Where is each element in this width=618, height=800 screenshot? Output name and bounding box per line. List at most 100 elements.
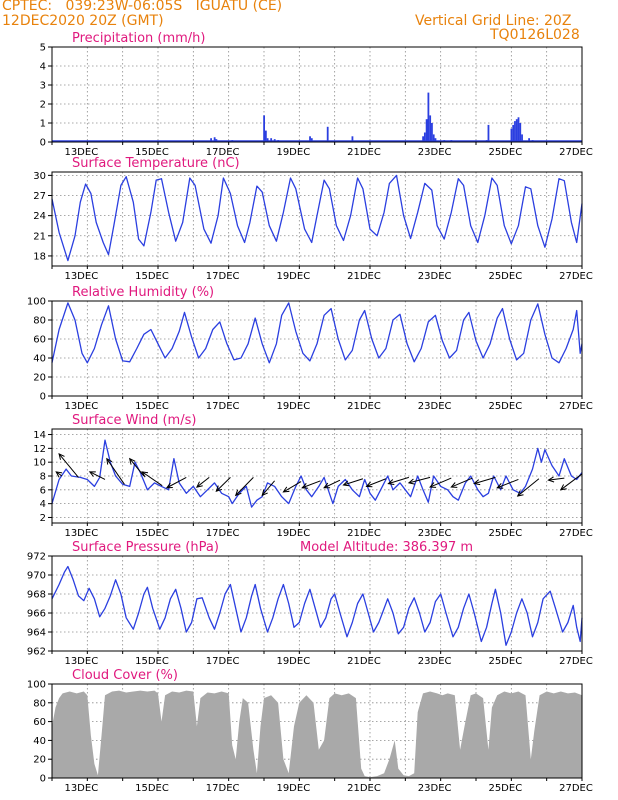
- precip-ytick-label: 0: [40, 138, 46, 149]
- precip-xtick-label: 25DEC: [488, 147, 522, 158]
- pressure-xtick-label: 21DEC: [347, 656, 381, 667]
- pressure-xtick-label: 15DEC: [135, 656, 169, 667]
- precip-ytick-label: 4: [40, 62, 46, 73]
- precip-ytick-label: 1: [40, 119, 46, 130]
- pressure-frame: [51, 555, 583, 652]
- rh-xtick-label: 21DEC: [347, 401, 381, 412]
- temp-ytick-label: 27: [33, 191, 46, 202]
- wind-xtick-label: 17DEC: [206, 528, 240, 539]
- wind-arrow: [215, 477, 231, 492]
- rh-xtick-label: 27DEC: [559, 401, 593, 412]
- precip-xtick-label: 21DEC: [347, 147, 381, 158]
- wind-ytick-label: 14: [33, 430, 46, 441]
- wind-xtick-label: 25DEC: [488, 528, 522, 539]
- precip-bar: [351, 136, 354, 142]
- wind-arrow-head: [387, 479, 395, 485]
- wind-arrow: [261, 480, 275, 496]
- pressure-xtick-label: 17DEC: [206, 656, 240, 667]
- precip-ytick-label: 3: [40, 81, 46, 92]
- precip-xtick-label: 17DEC: [206, 147, 240, 158]
- precip-bar: [326, 126, 329, 142]
- wind-arrow-head: [301, 483, 309, 489]
- pressure-annotation: Model Altitude: 386.397 m: [300, 540, 473, 555]
- temp-xtick-label: 27DEC: [559, 271, 593, 282]
- pressure-xtick-label: 19DEC: [276, 656, 310, 667]
- precip-bar: [427, 92, 430, 142]
- wind-arrow: [408, 476, 431, 484]
- wind-arrow: [497, 478, 519, 489]
- wind-arrow: [235, 477, 254, 496]
- temp-frame: [51, 171, 583, 267]
- wind-arrow-head: [55, 471, 63, 478]
- rh-line: [51, 302, 583, 364]
- wind-ytick-label: 8: [40, 472, 46, 483]
- cloud-xtick-label: 13DEC: [64, 783, 98, 794]
- precip-bar: [270, 138, 273, 142]
- wind-arrow-head: [547, 476, 555, 483]
- precip-bar: [266, 138, 269, 142]
- wind-title: Surface Wind (m/s): [72, 413, 196, 428]
- temp-xtick-label: 25DEC: [488, 271, 522, 282]
- wind-arrow: [106, 458, 125, 485]
- precip-bar: [263, 115, 265, 142]
- cloud-area: [52, 690, 582, 778]
- precip-bar: [515, 119, 518, 142]
- temp-ytick-label: 24: [33, 211, 46, 222]
- precip-bar: [514, 121, 516, 142]
- wind-arrow: [517, 478, 540, 497]
- wind-arrow-head: [128, 457, 136, 465]
- rh-xtick-label: 23DEC: [418, 401, 452, 412]
- wind-arrow: [474, 476, 496, 485]
- pressure-title: Surface Pressure (hPa): [72, 540, 219, 555]
- header-station: CPTEC: 039:23W-06:05S IGUATU (CE): [2, 0, 283, 14]
- wind-arrow: [323, 479, 341, 489]
- wind-arrow-head: [407, 478, 415, 485]
- wind-ytick-label: 4: [40, 499, 46, 510]
- pressure-xtick-label: 27DEC: [559, 656, 593, 667]
- wind-arrow-head: [496, 483, 504, 489]
- header-model-id: TQ0126L028: [490, 27, 580, 43]
- wind-xtick-label: 23DEC: [418, 528, 452, 539]
- wind-arrow-head: [88, 471, 96, 477]
- wind-ytick-label: 12: [33, 444, 46, 455]
- rh-xtick-label: 13DEC: [64, 401, 98, 412]
- temp-ytick-label: 21: [33, 231, 46, 242]
- pressure-ytick-label: 972: [27, 552, 46, 563]
- precip-bar: [425, 119, 428, 142]
- precip-bar: [512, 124, 515, 142]
- wind-arrow-head: [473, 479, 481, 486]
- precip-ytick-label: 2: [40, 100, 46, 111]
- rh-ytick-label: 40: [33, 354, 46, 365]
- temp-xtick-label: 13DEC: [64, 271, 98, 282]
- precip-bar: [517, 117, 520, 142]
- temp-ytick-label: 18: [33, 251, 46, 262]
- wind-arrow-head: [323, 482, 331, 489]
- precip-xtick-label: 19DEC: [276, 147, 310, 158]
- precip-bar: [434, 138, 437, 142]
- precip-bar: [310, 138, 313, 142]
- wind-arrow-head: [58, 453, 65, 460]
- wind-arrow-head: [261, 489, 268, 497]
- precip-bar: [423, 132, 426, 142]
- cloud-xtick-label: 17DEC: [206, 783, 240, 794]
- pressure-ytick-label: 962: [27, 647, 46, 658]
- wind-arrow-head: [516, 490, 524, 497]
- wind-ytick-label: 10: [33, 458, 46, 469]
- cloud-ytick-label: 20: [33, 755, 46, 766]
- wind-arrow: [301, 480, 321, 489]
- cloud-ytick-label: 0: [40, 774, 46, 785]
- pressure-ytick-label: 970: [27, 571, 46, 582]
- wind-arrow: [388, 476, 410, 485]
- rh-ytick-label: 100: [27, 297, 46, 308]
- rh-ytick-label: 80: [33, 316, 46, 327]
- precip-ytick-label: 5: [40, 43, 46, 54]
- wind-arrow-head: [106, 457, 113, 465]
- wind-arrow: [343, 478, 364, 486]
- precip-bar: [487, 124, 490, 142]
- wind-xtick-label: 27DEC: [559, 528, 593, 539]
- cloud-title: Cloud Cover (%): [72, 668, 178, 683]
- wind-arrow-head: [234, 489, 242, 497]
- pressure-ytick-label: 966: [27, 609, 46, 620]
- temp-xtick-label: 23DEC: [418, 271, 452, 282]
- pressure-line: [51, 565, 583, 646]
